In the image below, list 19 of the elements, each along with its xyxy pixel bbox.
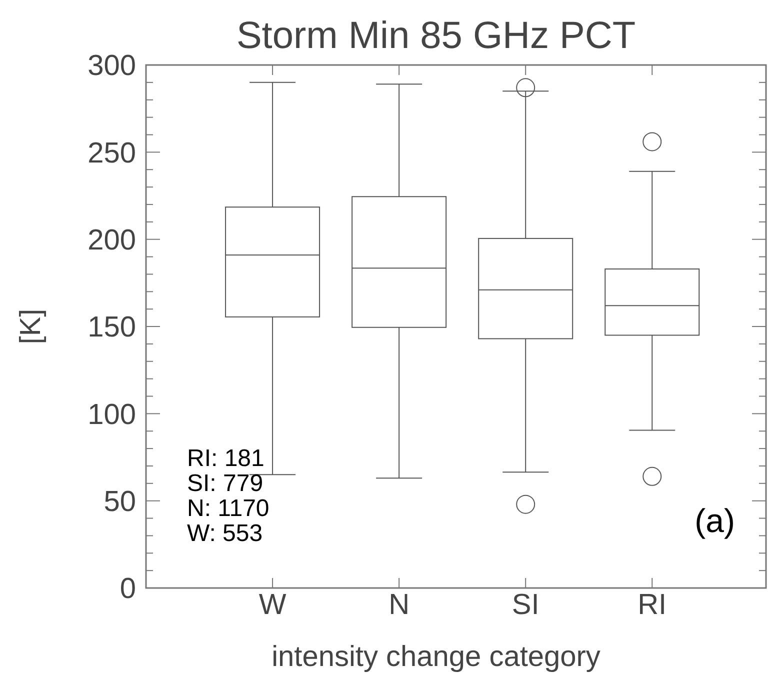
y-tick-label: 200: [88, 224, 136, 256]
x-tick-label: SI: [512, 589, 540, 621]
x-tick-label: RI: [638, 589, 667, 621]
y-tick-label: 100: [88, 398, 136, 431]
annotation: (a): [694, 502, 735, 539]
chart-title: Storm Min 85 GHz PCT: [236, 15, 636, 57]
annotation: N: 1170: [187, 495, 270, 522]
annotation: RI: 181: [187, 445, 264, 472]
x-tick-label: W: [258, 589, 287, 621]
y-tick-label: 0: [120, 573, 136, 606]
y-axis-title: [K]: [15, 308, 47, 344]
annotation: SI: 779: [187, 470, 264, 497]
y-tick-label: 300: [88, 50, 136, 82]
x-axis-title: intensity change category: [272, 641, 601, 673]
x-tick-label: N: [388, 589, 410, 621]
annotation: W: 553: [187, 520, 263, 547]
y-tick-label: 250: [88, 137, 136, 170]
y-tick-label: 150: [88, 312, 136, 344]
y-tick-label: 50: [104, 486, 136, 518]
